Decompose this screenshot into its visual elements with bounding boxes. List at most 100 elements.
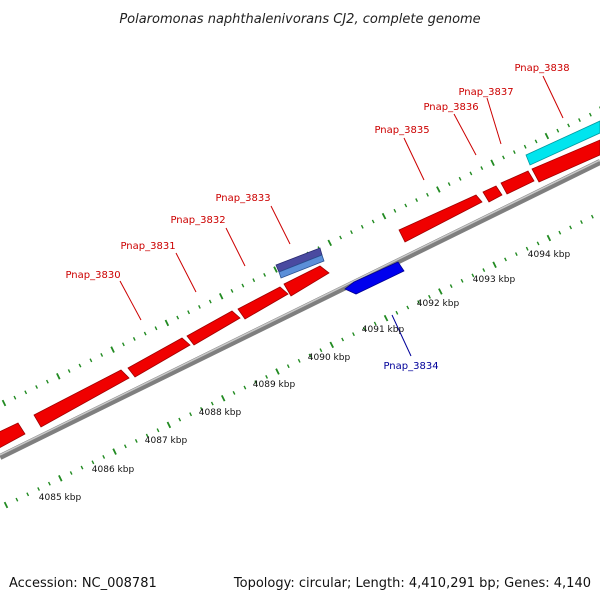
scale-label: 4088 kbp — [199, 408, 242, 418]
gene-label[interactable]: Pnap_3835 — [374, 125, 429, 136]
minor-tick — [15, 497, 19, 502]
gene-label[interactable]: Pnap_3837 — [458, 87, 513, 98]
gene-label[interactable]: Pnap_3834 — [383, 361, 438, 372]
feature-block-light[interactable] — [278, 254, 325, 279]
major-tick — [220, 395, 226, 402]
major-tick — [1, 399, 7, 407]
minor-tick — [319, 348, 323, 353]
minor-tick — [178, 417, 182, 422]
gene-arrow[interactable] — [33, 369, 130, 428]
rna-feature[interactable] — [525, 120, 600, 166]
gene-label[interactable]: Pnap_3832 — [170, 215, 225, 226]
gene-arrow[interactable] — [500, 170, 535, 195]
minor-tick — [556, 128, 560, 133]
gene-label[interactable]: Pnap_3838 — [514, 63, 569, 74]
minor-tick — [176, 315, 180, 320]
minor-tick — [286, 364, 290, 369]
gene-arrow[interactable] — [186, 310, 241, 346]
minor-tick — [132, 336, 136, 341]
minor-tick — [428, 294, 431, 299]
minor-tick — [308, 353, 312, 358]
label-line — [486, 97, 502, 145]
minor-tick — [580, 220, 583, 225]
minor-tick — [588, 112, 592, 117]
scale-label: 4086 kbp — [92, 465, 135, 475]
minor-tick — [67, 369, 71, 373]
minor-tick — [360, 224, 364, 229]
gene-arrow[interactable] — [531, 139, 600, 183]
minor-tick — [189, 412, 193, 417]
genome-summary-text: Topology: circular; Length: 4,410,291 bp… — [233, 576, 591, 591]
minor-tick — [567, 123, 571, 128]
gene-label[interactable]: Pnap_3830 — [65, 270, 120, 281]
minor-tick — [210, 401, 214, 406]
minor-tick — [534, 139, 538, 144]
label-line — [403, 137, 425, 181]
minor-tick — [102, 454, 106, 459]
minor-tick — [143, 331, 147, 336]
minor-tick — [417, 300, 421, 305]
scale-labels: 4085 kbp 4086 kbp 4087 kbp 4088 kbp 4089… — [39, 250, 571, 503]
major-tick — [383, 314, 389, 322]
gene-labels: Pnap_3830 Pnap_3831 Pnap_3832 Pnap_3833 … — [65, 63, 569, 372]
minor-tick — [37, 487, 41, 491]
minor-tick — [415, 198, 419, 203]
major-tick — [112, 448, 117, 455]
minor-tick — [395, 310, 399, 315]
minor-tick — [89, 358, 93, 363]
minor-tick — [297, 358, 301, 363]
minor-tick — [471, 273, 475, 278]
major-tick — [546, 234, 552, 242]
minor-tick — [371, 219, 375, 224]
minor-tick — [35, 385, 39, 389]
map-title: Polaromonas naphthalenivorans CJ2, compl… — [119, 12, 480, 27]
minor-tick — [263, 272, 267, 277]
gene-arrow[interactable] — [127, 337, 191, 378]
minor-tick — [123, 444, 127, 449]
reverse-gene-arrow[interactable] — [344, 261, 405, 295]
gene-label[interactable]: Pnap_3831 — [120, 241, 175, 252]
scale-label: 4085 kbp — [39, 493, 82, 503]
label-line — [270, 205, 291, 245]
minor-tick — [45, 379, 49, 384]
minor-tick — [241, 283, 245, 288]
minor-tick — [91, 460, 95, 465]
gene-label[interactable]: Pnap_3836 — [423, 102, 478, 113]
minor-tick — [502, 155, 505, 160]
minor-tick — [200, 407, 203, 411]
gene-arrow[interactable] — [0, 422, 26, 453]
minor-tick — [80, 465, 84, 470]
minor-tick — [198, 305, 201, 309]
major-tick — [436, 186, 441, 193]
minor-tick — [24, 390, 28, 395]
scale-label: 4093 kbp — [473, 275, 516, 285]
major-tick — [438, 288, 443, 295]
gene-arrow[interactable] — [482, 185, 503, 203]
gene-label[interactable]: Pnap_3833 — [215, 193, 270, 204]
minor-tick — [482, 268, 486, 273]
minor-tick — [13, 395, 17, 400]
minor-tick — [393, 208, 397, 213]
minor-tick — [525, 246, 529, 251]
major-tick — [275, 368, 280, 375]
gene-arrow[interactable] — [283, 265, 330, 297]
scale-label: 4091 kbp — [362, 325, 405, 335]
minor-tick — [350, 230, 353, 235]
forward-gene-track — [0, 139, 600, 453]
major-tick — [490, 159, 495, 166]
minor-tick — [426, 192, 429, 197]
minor-tick — [458, 176, 462, 181]
label-line — [119, 280, 142, 321]
minor-tick — [265, 374, 269, 379]
minor-tick — [373, 321, 377, 326]
minor-tick — [100, 352, 104, 357]
minor-tick — [558, 230, 562, 235]
minor-tick — [460, 278, 464, 283]
gene-arrow[interactable] — [237, 286, 289, 320]
minor-tick — [339, 235, 343, 240]
major-tick — [218, 293, 224, 300]
gene-arrow[interactable] — [398, 194, 483, 243]
minor-tick — [156, 428, 160, 433]
minor-tick — [362, 326, 366, 331]
